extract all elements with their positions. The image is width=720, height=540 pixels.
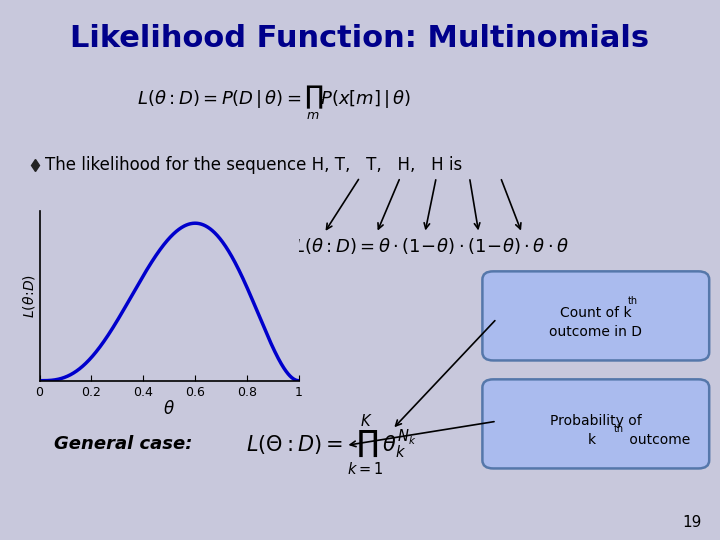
Text: The likelihood for the sequence H, T,   T,   H,   H is: The likelihood for the sequence H, T, T,… [45,156,462,174]
Text: $L(\theta:D) = \theta\cdot(1\!-\!\theta)\cdot(1\!-\!\theta)\cdot\theta\cdot\thet: $L(\theta:D) = \theta\cdot(1\!-\!\theta)… [294,235,570,256]
Text: th: th [628,296,639,306]
FancyBboxPatch shape [482,379,709,468]
Text: Count of k: Count of k [560,306,631,320]
Text: Likelihood Function: Multinomials: Likelihood Function: Multinomials [71,24,649,53]
Text: outcome: outcome [625,433,690,447]
Text: General case:: General case: [54,435,192,453]
Text: $L(\theta:D) = P(D\,|\,\theta) = \prod_{m} P(x[m]\,|\,\theta)$: $L(\theta:D) = P(D\,|\,\theta) = \prod_{… [137,84,410,122]
X-axis label: $\theta$: $\theta$ [163,400,175,418]
Text: k: k [588,433,596,447]
Y-axis label: $L(\theta\!:\!D)$: $L(\theta\!:\!D)$ [21,274,37,318]
Text: th: th [614,424,624,434]
Text: $L(\Theta:D) = \prod_{k=1}^{K} \theta_k^{N_k}$: $L(\Theta:D) = \prod_{k=1}^{K} \theta_k^… [246,414,416,477]
Text: Probability of: Probability of [550,414,642,428]
Text: 19: 19 [683,515,702,530]
FancyBboxPatch shape [482,271,709,361]
Text: outcome in D: outcome in D [549,325,642,339]
